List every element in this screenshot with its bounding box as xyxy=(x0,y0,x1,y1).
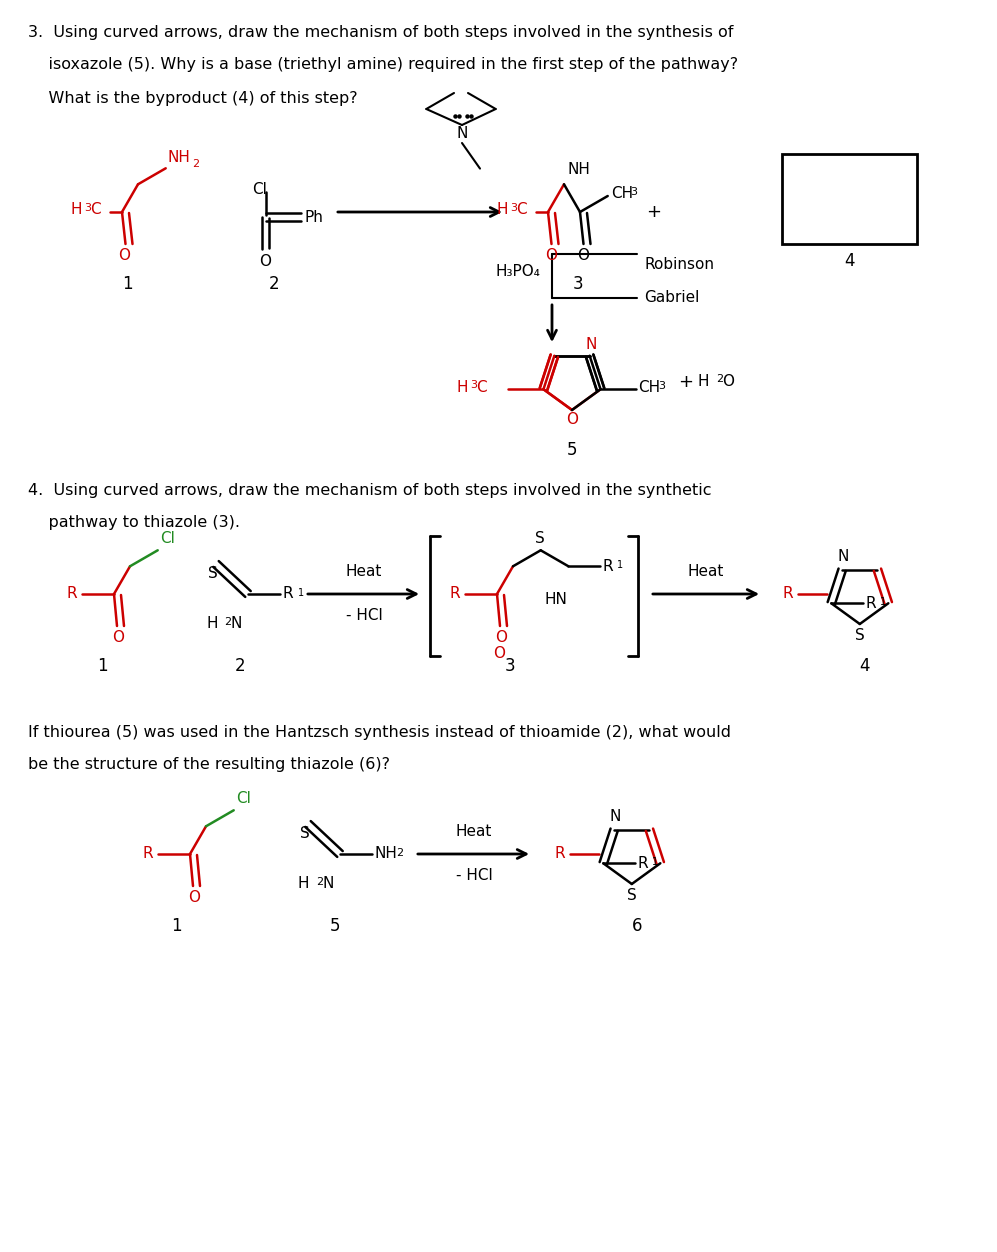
Text: 1: 1 xyxy=(880,597,886,607)
Text: O: O xyxy=(545,248,557,263)
Text: H: H xyxy=(297,876,309,891)
Text: 3: 3 xyxy=(658,382,665,392)
Text: C: C xyxy=(477,379,487,394)
Text: R: R xyxy=(450,586,461,601)
Text: Robinson: Robinson xyxy=(644,257,714,272)
Text: Cl: Cl xyxy=(160,531,174,546)
Text: be the structure of the resulting thiazole (6)?: be the structure of the resulting thiazo… xyxy=(28,757,390,772)
Text: +: + xyxy=(646,203,661,222)
Text: H: H xyxy=(206,616,217,631)
Text: pathway to thiazole (3).: pathway to thiazole (3). xyxy=(28,516,240,531)
Text: CH: CH xyxy=(638,379,660,394)
Text: 3: 3 xyxy=(630,187,637,197)
Text: O: O xyxy=(259,253,271,268)
Text: S: S xyxy=(854,629,864,644)
Text: R: R xyxy=(637,856,648,871)
Text: 5: 5 xyxy=(330,916,340,935)
Text: 2: 2 xyxy=(716,374,723,384)
Text: 1: 1 xyxy=(617,561,623,571)
Text: HN: HN xyxy=(545,592,568,607)
Text: 2: 2 xyxy=(234,657,245,675)
Text: H₃PO₄: H₃PO₄ xyxy=(496,264,540,279)
Text: R: R xyxy=(67,586,78,601)
Text: What is the byproduct (4) of this step?: What is the byproduct (4) of this step? xyxy=(28,90,358,105)
Text: R: R xyxy=(283,586,294,601)
Text: N: N xyxy=(586,337,597,352)
Text: H: H xyxy=(496,203,507,218)
Text: O: O xyxy=(188,890,200,905)
Text: S: S xyxy=(534,531,544,546)
Text: 4: 4 xyxy=(844,252,854,270)
Text: R: R xyxy=(865,596,876,611)
Text: Cl: Cl xyxy=(235,791,250,806)
Text: - HCl: - HCl xyxy=(346,608,383,623)
Text: O: O xyxy=(722,374,734,389)
Text: 1: 1 xyxy=(97,657,108,675)
Text: N: N xyxy=(609,809,621,824)
Text: 2: 2 xyxy=(191,159,198,169)
Text: O: O xyxy=(577,248,589,263)
Text: N: N xyxy=(322,876,333,891)
Text: NH: NH xyxy=(374,846,397,861)
Text: R: R xyxy=(783,586,794,601)
Text: 3: 3 xyxy=(504,657,515,675)
Text: R: R xyxy=(143,846,154,861)
Text: 1: 1 xyxy=(170,916,181,935)
Text: O: O xyxy=(493,646,505,661)
Text: H: H xyxy=(698,374,709,389)
Text: N: N xyxy=(457,126,468,141)
Text: 2: 2 xyxy=(316,876,323,886)
Text: 1: 1 xyxy=(122,275,133,293)
Text: Heat: Heat xyxy=(688,565,724,580)
Text: N: N xyxy=(231,616,242,631)
Text: CH: CH xyxy=(611,185,633,200)
Text: S: S xyxy=(627,888,637,903)
Text: NH: NH xyxy=(567,163,590,178)
Text: +: + xyxy=(678,373,693,391)
Text: 3: 3 xyxy=(84,203,91,213)
Text: R: R xyxy=(602,558,613,573)
Text: 4.  Using curved arrows, draw the mechanism of both steps involved in the synthe: 4. Using curved arrows, draw the mechani… xyxy=(28,482,712,497)
Text: 3.  Using curved arrows, draw the mechanism of both steps involved in the synthe: 3. Using curved arrows, draw the mechani… xyxy=(28,25,734,40)
Text: S: S xyxy=(300,826,310,841)
Text: 3: 3 xyxy=(471,381,478,391)
Text: If thiourea (5) was used in the Hantzsch synthesis instead of thioamide (2), wha: If thiourea (5) was used in the Hantzsch… xyxy=(28,725,731,740)
Text: H: H xyxy=(70,203,82,218)
Text: Ph: Ph xyxy=(304,209,323,224)
Text: 6: 6 xyxy=(631,916,642,935)
Bar xyxy=(782,154,917,244)
Text: Heat: Heat xyxy=(456,825,493,840)
Text: NH: NH xyxy=(167,150,190,165)
Text: 1: 1 xyxy=(652,858,658,868)
Text: R: R xyxy=(554,846,565,861)
Text: Heat: Heat xyxy=(346,565,382,580)
Text: 4: 4 xyxy=(859,657,870,675)
Text: 2: 2 xyxy=(396,848,403,858)
Text: C: C xyxy=(90,203,101,218)
Text: O: O xyxy=(119,248,131,263)
Text: - HCl: - HCl xyxy=(456,869,493,884)
Text: 2: 2 xyxy=(268,275,279,293)
Text: Cl: Cl xyxy=(252,182,267,197)
Text: 3: 3 xyxy=(510,203,517,213)
Text: C: C xyxy=(516,203,526,218)
Text: Gabriel: Gabriel xyxy=(644,290,699,305)
Text: 5: 5 xyxy=(566,441,577,459)
Text: S: S xyxy=(208,566,218,581)
Text: 2: 2 xyxy=(224,617,231,627)
Text: H: H xyxy=(457,379,468,394)
Text: O: O xyxy=(495,631,507,646)
Text: N: N xyxy=(837,548,848,563)
Text: 3: 3 xyxy=(572,275,583,293)
Text: isoxazole (5). Why is a base (triethyl amine) required in the first step of the : isoxazole (5). Why is a base (triethyl a… xyxy=(28,58,738,73)
Text: O: O xyxy=(112,631,124,646)
Text: 1: 1 xyxy=(298,588,304,598)
Text: O: O xyxy=(566,412,578,427)
